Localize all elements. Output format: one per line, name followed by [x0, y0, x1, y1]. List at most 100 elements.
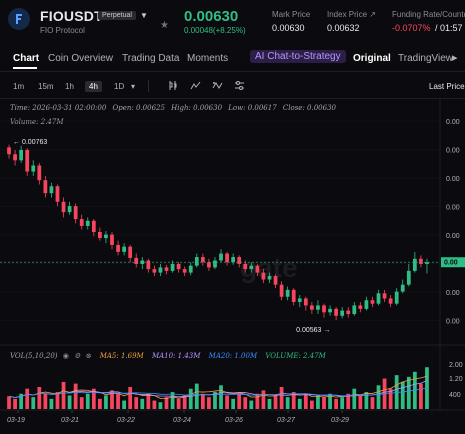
- ohlc-volume: Volume: 2.47M: [10, 118, 64, 126]
- candle-body: [194, 257, 199, 266]
- volume-bar: [291, 392, 296, 409]
- candle-body: [55, 186, 60, 202]
- coin-logo: [8, 8, 30, 30]
- volume-bar: [128, 387, 133, 409]
- time-axis-label: 03-29: [331, 417, 349, 424]
- compare-icon[interactable]: [212, 80, 223, 94]
- settings-sliders-icon[interactable]: [234, 80, 245, 94]
- volume-bar: [182, 395, 187, 409]
- ai-strategy-button[interactable]: AI Chat-to-Strategy: [250, 50, 346, 63]
- active-tab-indicator: [13, 67, 37, 69]
- tab-coin-overview[interactable]: Coin Overview: [48, 53, 114, 64]
- volume-bar: [334, 398, 338, 409]
- timeframe-4h[interactable]: 4h: [85, 81, 102, 92]
- price-axis-label: 0.00: [446, 119, 460, 126]
- volume-bar: [85, 393, 90, 409]
- settings-icon[interactable]: ⚙: [74, 352, 81, 360]
- volume-bar: [255, 393, 260, 409]
- toolbar-divider: [148, 80, 149, 92]
- candle-body: [122, 246, 126, 252]
- volume-bar: [285, 397, 290, 409]
- volume-bar: [37, 387, 42, 409]
- candle-body: [188, 265, 193, 273]
- candle-body: [225, 253, 229, 263]
- candle-body: [158, 267, 163, 273]
- mark-price-label: Mark Price: [272, 10, 311, 19]
- candle-body: [200, 257, 205, 263]
- favorite-star-icon[interactable]: ★: [160, 20, 169, 31]
- close-icon[interactable]: ⊗: [85, 352, 92, 360]
- volume-bar: [364, 392, 369, 409]
- timeframe-1d[interactable]: 1D: [114, 82, 125, 91]
- index-price-value: 0.00632: [327, 23, 360, 33]
- timeframe-15m[interactable]: 15m: [38, 82, 54, 91]
- volume-bar: [231, 398, 236, 409]
- volume-bar: [164, 397, 169, 409]
- candle-body: [140, 260, 145, 264]
- tab-chart[interactable]: Chart: [13, 53, 40, 64]
- volume-bar: [200, 393, 205, 409]
- candle-body: [376, 293, 381, 304]
- eye-icon[interactable]: ◉: [62, 352, 69, 360]
- volume-bar: [243, 397, 248, 409]
- volume-bar: [73, 383, 78, 409]
- price-axis-label: 0.00: [446, 290, 460, 297]
- candle-body: [219, 253, 223, 261]
- candle-body: [406, 270, 411, 285]
- candle-body: [91, 220, 96, 232]
- indicators-icon[interactable]: [190, 80, 201, 94]
- volume-legend: VOL(5,10,20) ◉ ⚙ ⊗ MA5: 1.69M MA10: 1.43…: [10, 352, 326, 360]
- candle-body: [364, 300, 369, 309]
- volume-bar: [406, 376, 411, 409]
- tab-moments[interactable]: Moments: [187, 53, 229, 64]
- volume-bar: [249, 400, 254, 409]
- tab-trading-data[interactable]: Trading Data: [122, 53, 180, 64]
- candle-body: [346, 310, 351, 315]
- tab-tradingview[interactable]: TradingView: [398, 53, 454, 64]
- volume-bar: [388, 388, 393, 409]
- tab-original[interactable]: Original: [353, 53, 391, 64]
- candle-body: [110, 234, 114, 245]
- timeframe-1m[interactable]: 1m: [13, 82, 25, 91]
- candle-body: [419, 258, 423, 264]
- candle-body: [358, 305, 363, 309]
- candlestick-chart[interactable]: gate 0.000.000.000.000.000.000.000.00 0.…: [0, 99, 465, 434]
- volume-bar: [91, 388, 96, 409]
- timeframe-1h[interactable]: 1h: [65, 82, 74, 91]
- volume-bar: [19, 393, 24, 409]
- volume-bar: [237, 393, 242, 409]
- timeframe-dropdown-icon[interactable]: ▾: [131, 82, 136, 91]
- volume-bar: [267, 398, 272, 409]
- ohlc-time: Time: 2026-03-31 02:00:00: [10, 104, 107, 112]
- candle-body: [25, 149, 30, 172]
- candle-body: [400, 284, 405, 292]
- symbol-dropdown-icon[interactable]: ▼: [140, 11, 148, 20]
- high-price-marker: ← 0.00763: [13, 139, 47, 146]
- low-price-marker: 0.00563 →: [296, 327, 330, 334]
- candle-body: [134, 257, 139, 264]
- candle-body: [316, 305, 320, 310]
- candle-body: [328, 308, 332, 313]
- funding-rate-value: -0.0707%: [392, 23, 431, 33]
- candle-body: [249, 265, 254, 270]
- volume-bar: [340, 397, 345, 409]
- candle-body: [243, 263, 248, 270]
- candle-style-icon[interactable]: [168, 80, 179, 94]
- volume-bar: [158, 402, 163, 409]
- ohlc-open: Open: 0.00625: [112, 104, 165, 112]
- index-price-label[interactable]: Index Price ↗: [327, 10, 376, 19]
- more-tabs-icon[interactable]: ▸: [452, 52, 458, 64]
- candle-body: [291, 289, 296, 302]
- current-price-tag: 0.00: [444, 260, 458, 267]
- symbol-title[interactable]: FIOUSDT: [40, 8, 103, 24]
- candle-body: [104, 234, 108, 239]
- volume-bar: [140, 398, 145, 409]
- candle-body: [73, 206, 78, 220]
- mark-price-value: 0.00630: [272, 23, 305, 33]
- candle-body: [340, 310, 345, 316]
- price-type-selector[interactable]: Last Price: [429, 82, 465, 91]
- current-price-tag-bg: [441, 257, 465, 268]
- time-axis-label: 03-27: [277, 417, 296, 424]
- time-axis-label: 03-24: [173, 417, 191, 424]
- volume-bar: [261, 390, 266, 409]
